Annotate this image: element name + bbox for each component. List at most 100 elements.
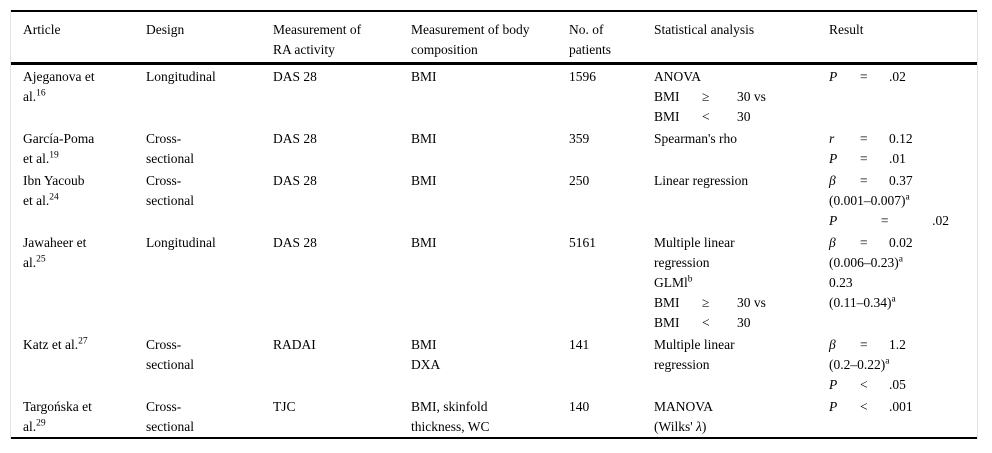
text-part: ≥ — [702, 295, 710, 310]
text-part: .02 — [889, 69, 906, 84]
text-part: β — [829, 337, 836, 352]
table-row: García-Poma et al.19 Cross-sectional DAS 28… — [11, 127, 977, 169]
cell-design: Longitudinal — [146, 233, 273, 333]
header-line: Measurement of body — [411, 22, 530, 37]
text-part: et al. — [23, 193, 50, 208]
cell-article: Katz et al.27 — [23, 335, 146, 395]
text-part: = — [860, 235, 868, 250]
text-part: (0.001–0.007) — [829, 193, 906, 208]
cell-line: r = 0.12 — [829, 129, 969, 149]
cell-patients: 250 — [569, 171, 654, 231]
text-part: et al. — [23, 151, 50, 166]
text-part: P — [829, 69, 838, 84]
text-part: .02 — [932, 213, 949, 228]
table-body: Ajeganova et al.16 Longitudinal DAS 28 BMI 15… — [11, 65, 977, 439]
superscript: 25 — [36, 254, 46, 265]
cell-line: regression — [654, 357, 710, 372]
cell-line: Jawaheer et — [23, 235, 87, 250]
cell-line: Longitudinal — [146, 235, 216, 250]
cell-ra-activity: DAS 28 — [273, 233, 411, 333]
header-line: No. of — [569, 22, 604, 37]
cell-line: regression — [654, 255, 710, 270]
cell-line: al.16 — [23, 87, 138, 107]
text-part: 30 — [737, 109, 751, 124]
superscript: 27 — [78, 336, 88, 347]
table-row: Katz et al.27 Cross-sectional RADAI BMI DXA 1… — [11, 333, 977, 395]
cell-design: Cross-sectional — [146, 171, 273, 231]
cell-line: Targońska et — [23, 399, 92, 414]
cell-result: β = 0.37 (0.001–0.007)a P = .02 — [829, 171, 977, 231]
header-line: Measurement of — [273, 22, 362, 37]
cell-patients: 1596 — [569, 67, 654, 127]
text-part: P — [829, 377, 838, 392]
cell-statistical-analysis: Multiple linear regression — [654, 335, 829, 395]
text-part: BMI — [654, 109, 680, 124]
cell-line: et al.19 — [23, 149, 138, 169]
cell-line: DAS 28 — [273, 131, 317, 146]
cell-line: Cross- — [146, 399, 182, 414]
cell-line: BMI — [411, 235, 437, 250]
cell-statistical-analysis: Linear regression — [654, 171, 829, 231]
text-part: .001 — [889, 399, 913, 414]
cell-result: β = 0.02 (0.006–0.23)a 0.23 (0.11–0.34)a — [829, 233, 977, 333]
cell-line: Cross- — [146, 337, 182, 352]
cell-patients: 359 — [569, 129, 654, 169]
cell-line: TJC — [273, 399, 296, 414]
cell-ra-activity: DAS 28 — [273, 67, 411, 127]
cell-line: β = 0.02 — [829, 233, 969, 253]
cell-ra-activity: TJC — [273, 397, 411, 437]
cell-line: DAS 28 — [273, 235, 317, 250]
cell-line: sectional — [146, 419, 194, 434]
col-header-article: Article — [23, 20, 146, 62]
text-part: = — [880, 213, 889, 228]
cell-statistical-analysis: ANOVA BMI ≥30 vs BMI <30 — [654, 67, 829, 127]
header-line: Article — [23, 22, 61, 37]
cell-line: BMI <30 — [654, 107, 821, 127]
cell-line: BMI, skinfold — [411, 399, 488, 414]
text-part: ) — [701, 419, 707, 434]
table-header-row: Article Design Measurement of RA activity Me… — [11, 10, 977, 65]
col-header-ra-activity: Measurement of RA activity — [273, 20, 411, 62]
cell-article: García-Poma et al.19 — [23, 129, 146, 169]
text-part: = — [860, 131, 868, 146]
cell-line: GLMlb — [654, 273, 821, 293]
superscript: a — [885, 356, 890, 367]
col-header-statistical-analysis: Statistical analysis — [654, 20, 829, 62]
cell-line: sectional — [146, 193, 194, 208]
cell-line: BMI ≥30 vs — [654, 293, 821, 313]
cell-line: 5161 — [569, 235, 596, 250]
cell-line: thickness, WC — [411, 419, 490, 434]
cell-line: Longitudinal — [146, 69, 216, 84]
text-part: 30 vs — [737, 295, 766, 310]
study-table: Article Design Measurement of RA activity Me… — [10, 10, 978, 439]
cell-line: P = .02 — [829, 67, 969, 87]
cell-line: BMI ≥30 vs — [654, 87, 821, 107]
cell-ra-activity: RADAI — [273, 335, 411, 395]
cell-line: Multiple linear — [654, 235, 735, 250]
cell-line: DAS 28 — [273, 69, 317, 84]
table-row: Targońska et al.29 Cross-sectional TJC BMI, … — [11, 395, 977, 437]
text-part: BMI — [654, 315, 680, 330]
cell-line: BMI — [411, 337, 437, 352]
superscript: 24 — [49, 192, 59, 203]
cell-line: DXA — [411, 357, 441, 372]
cell-line: P = .01 — [829, 149, 969, 169]
text-part: al. — [23, 255, 37, 270]
cell-body-composition: BMI — [411, 67, 569, 127]
text-part: al. — [23, 89, 37, 104]
cell-line: sectional — [146, 357, 194, 372]
text-part: Katz et al. — [23, 337, 79, 352]
text-part: 30 vs — [737, 89, 766, 104]
header-line: RA activity — [273, 42, 335, 57]
text-part: al. — [23, 419, 37, 434]
superscript: a — [891, 294, 896, 305]
text-part: = — [860, 151, 868, 166]
text-part: λ — [696, 419, 702, 434]
col-header-patients: No. of patients — [569, 20, 654, 62]
superscript: a — [905, 192, 910, 203]
cell-line: 250 — [569, 173, 590, 188]
cell-result: β = 1.2 (0.2–0.22)a P < .05 — [829, 335, 977, 395]
cell-line: Ajeganova et — [23, 69, 95, 84]
cell-line: P = .02 — [829, 211, 949, 231]
cell-ra-activity: DAS 28 — [273, 171, 411, 231]
